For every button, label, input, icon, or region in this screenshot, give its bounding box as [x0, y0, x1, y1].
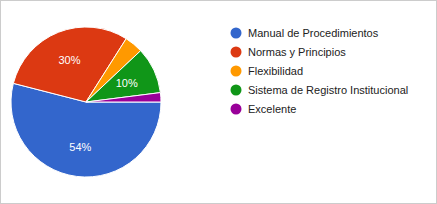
legend: Manual de Procedimientos Normas y Princip… — [231, 27, 409, 115]
legend-swatch — [231, 28, 242, 39]
data-label: 54% — [69, 141, 91, 153]
chart: 54% 30% 10% Manual de Procedimientos Normas … — [0, 0, 437, 204]
legend-label: Sistema de Registro Institucional — [248, 84, 408, 96]
legend-label: Flexibilidad — [248, 65, 303, 77]
data-label: 10% — [116, 77, 138, 89]
slice — [86, 93, 161, 102]
pie — [11, 27, 161, 177]
legend-swatch — [231, 66, 242, 77]
data-label: 30% — [58, 54, 80, 66]
legend-label: Normas y Principios — [248, 46, 346, 58]
legend-swatch — [231, 85, 242, 96]
slice — [86, 51, 160, 102]
frame — [1, 1, 437, 204]
legend-label: Manual de Procedimientos — [248, 27, 379, 39]
data-labels: 54% 30% 10% — [58, 54, 138, 152]
legend-swatch — [231, 47, 242, 58]
legend-swatch — [231, 104, 242, 115]
legend-label: Excelente — [248, 103, 296, 115]
